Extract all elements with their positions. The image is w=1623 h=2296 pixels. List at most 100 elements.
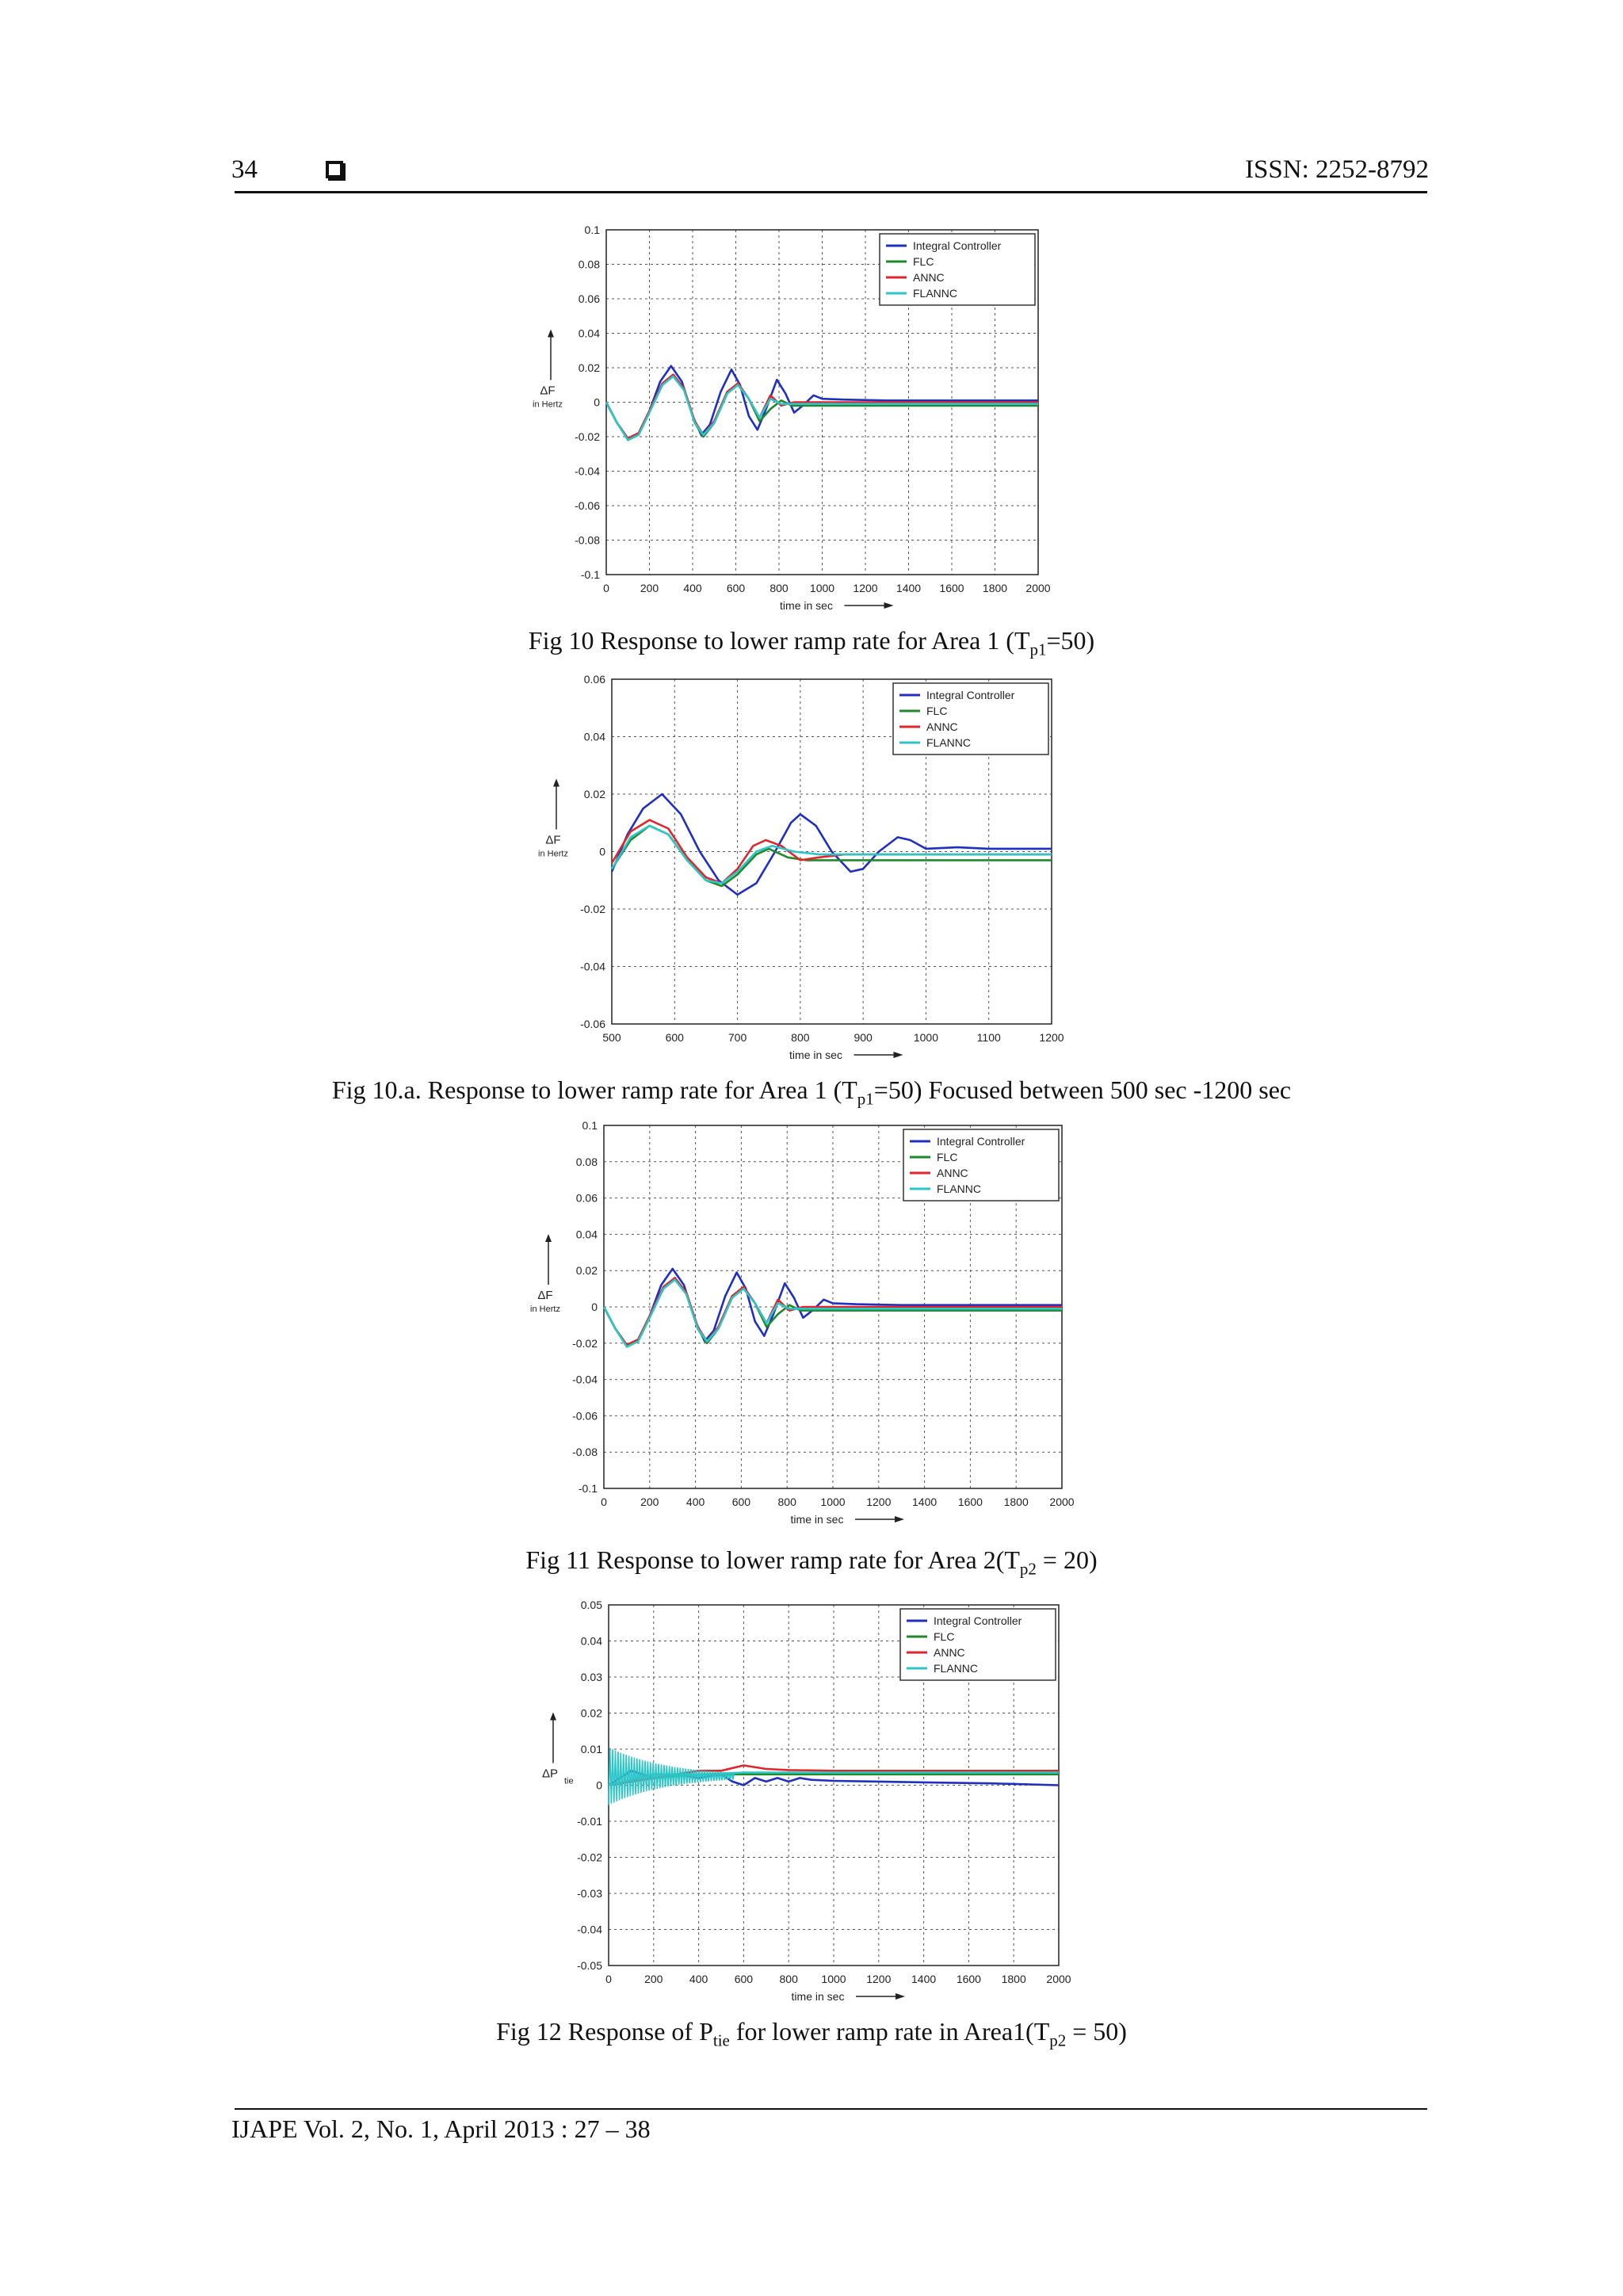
flannc-oscillation [608, 1748, 735, 1805]
x-tick-label: 200 [640, 1496, 659, 1508]
figure-10a-chart: 500 600 700 800 900 1000 1100 1200 0.06 0.04 0.02 0… [538, 673, 1064, 1061]
x-axis-arrow-head-icon [896, 1993, 905, 2000]
y-tick-label: -0.06 [572, 1409, 598, 1422]
x-axis-arrow-head-icon [884, 602, 894, 609]
x-tick-label: 1800 [983, 582, 1007, 594]
x-tick-label: 1000 [820, 1496, 845, 1508]
legend-label: ANNC [926, 720, 958, 733]
x-tick-label: 1200 [866, 1973, 891, 1985]
x-tick-label: 1400 [896, 582, 921, 594]
y-tick-label: 0.04 [576, 1228, 598, 1240]
legend-label: FLANNC [913, 287, 957, 300]
figure-12-chart: 0 200 400 600 800 1000 1200 1400 1600 1800 2000 0.0… [542, 1599, 1071, 2003]
x-tick-label: 500 [602, 1031, 621, 1044]
x-tick-label: 1000 [810, 582, 834, 594]
y-tick-label: -0.04 [577, 1924, 602, 1936]
x-tick-label: 800 [769, 582, 789, 594]
series-line-annc [610, 819, 1052, 884]
x-axis-arrow-head-icon [893, 1052, 903, 1058]
series-line-flannc [602, 1278, 1062, 1348]
y-tick-label: 0 [591, 1301, 598, 1313]
series-line-flannc [605, 375, 1038, 441]
y-axis-unit: in Hertz [538, 850, 568, 859]
y-tick-label: 0.02 [576, 1264, 598, 1277]
y-tick-label: -0.06 [575, 499, 600, 512]
y-tick-label: -0.04 [575, 465, 600, 478]
page-number: 34 [231, 155, 258, 184]
y-tick-label: 0.04 [579, 327, 600, 340]
x-tick-label: 1000 [821, 1973, 846, 1985]
x-tick-label: 1400 [911, 1973, 936, 1985]
x-tick-label: 600 [735, 1973, 754, 1985]
x-tick-label: 200 [644, 1973, 663, 1985]
y-tick-label: -0.08 [575, 534, 600, 547]
y-tick-label: -0.08 [572, 1446, 598, 1458]
x-tick-label: 1600 [939, 582, 964, 594]
legend-label: FLANNC [934, 1662, 978, 1675]
x-axis-label: time in sec [791, 1513, 844, 1526]
x-tick-label: 1100 [977, 1031, 1001, 1044]
y-axis-arrow-head-icon [550, 1712, 556, 1721]
x-axis-label: time in sec [792, 1990, 845, 2003]
x-tick-label: 2000 [1049, 1496, 1074, 1508]
figure-10a-caption: Fig 10.a. Response to lower ramp rate fo… [331, 1075, 1292, 1109]
y-tick-label: -0.1 [581, 568, 600, 581]
footer-journal: IJAPE Vol. 2, No. 1, April 2013 : 27 – 3… [231, 2115, 651, 2143]
y-tick-label: 0 [596, 1779, 602, 1792]
y-tick-label: 0.1 [585, 223, 601, 236]
y-tick-label: 0.03 [581, 1671, 602, 1683]
x-tick-label: 0 [601, 1496, 607, 1508]
x-tick-label: 2000 [1025, 582, 1050, 594]
legend-label: FLANNC [937, 1182, 981, 1195]
legend-label: Integral Controller [926, 689, 1015, 701]
x-tick-label: 200 [640, 582, 659, 594]
plot-frame [611, 678, 1052, 1025]
figure-10-caption: Fig 10 Response to lower ramp rate for A… [528, 626, 1095, 659]
y-axis-label: ΔP [542, 1767, 558, 1781]
y-tick-label: 0 [599, 846, 605, 858]
x-tick-label: 400 [686, 1496, 705, 1508]
x-tick-label: 600 [666, 1031, 685, 1044]
x-axis-label: time in sec [780, 599, 833, 612]
y-axis-arrow-head-icon [545, 1234, 552, 1242]
y-tick-label: 0.1 [582, 1119, 598, 1132]
y-axis-unit: in Hertz [530, 1305, 560, 1314]
x-tick-label: 600 [727, 582, 746, 594]
y-axis-label-sub: tie [564, 1777, 574, 1786]
y-tick-label: -0.02 [580, 903, 605, 915]
x-tick-label: 400 [683, 582, 702, 594]
x-tick-label: 1800 [1004, 1496, 1029, 1508]
series-line-integral-controller [610, 793, 1052, 896]
y-tick-label: -0.02 [572, 1337, 598, 1350]
x-tick-label: 800 [791, 1031, 810, 1044]
y-axis-label: ΔF [537, 1289, 552, 1302]
y-axis-label: ΔF [540, 384, 555, 398]
x-tick-label: 1600 [958, 1496, 983, 1508]
y-tick-label: 0.02 [584, 788, 605, 800]
x-tick-label: 0 [605, 1973, 612, 1985]
legend-label: FLC [937, 1151, 957, 1163]
y-tick-label: 0.02 [579, 361, 600, 374]
figure-12-caption: Fig 12 Response of Ptie for lower ramp r… [496, 2017, 1127, 2050]
y-tick-label: 0.08 [576, 1156, 598, 1168]
x-tick-label: 700 [728, 1031, 747, 1044]
y-tick-label: 0.04 [584, 731, 605, 743]
x-tick-label: 1200 [866, 1496, 891, 1508]
legend-label: FLC [913, 255, 934, 268]
x-tick-label: 600 [732, 1496, 751, 1508]
figure-11-chart: 0 200 400 600 800 1000 1200 1400 1600 1800 2000 0.1… [530, 1119, 1075, 1526]
y-axis-label: ΔF [545, 834, 560, 847]
x-tick-label: 1000 [914, 1031, 938, 1044]
y-tick-label: -0.02 [577, 1851, 602, 1864]
x-tick-label: 0 [603, 582, 609, 594]
issn: ISSN: 2252-8792 [1245, 155, 1429, 184]
y-tick-label: -0.02 [575, 430, 600, 443]
y-tick-label: 0.04 [581, 1635, 602, 1648]
checkbox-glyph-icon [326, 161, 343, 178]
x-tick-label: 1600 [957, 1973, 981, 1985]
y-tick-label: 0.06 [576, 1192, 598, 1205]
legend-label: FLC [926, 705, 947, 717]
legend-label: Integral Controller [934, 1614, 1022, 1627]
x-tick-label: 1800 [1002, 1973, 1026, 1985]
x-tick-label: 1200 [853, 582, 877, 594]
